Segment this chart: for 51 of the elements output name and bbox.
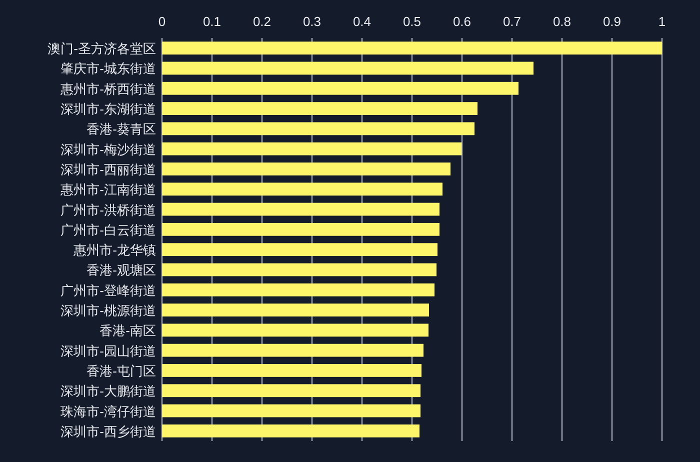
y-tick-label: 香港-葵青区 bbox=[86, 122, 156, 137]
bar bbox=[162, 42, 662, 55]
bar bbox=[162, 344, 424, 357]
y-tick-label: 香港-南区 bbox=[100, 323, 156, 338]
x-tick-label: 0.9 bbox=[602, 14, 622, 29]
y-tick-label: 香港-观塘区 bbox=[86, 262, 156, 278]
bar bbox=[162, 62, 534, 75]
y-tick-label: 深圳市-西乡街道 bbox=[60, 424, 156, 439]
y-tick-label: 澳门-圣方济各堂区 bbox=[48, 41, 156, 56]
x-tick-label: 0.5 bbox=[402, 14, 422, 29]
bar bbox=[162, 182, 442, 196]
y-tick-label: 珠海市-湾仔街道 bbox=[60, 404, 156, 419]
x-tick-label: 0.1 bbox=[202, 14, 222, 29]
bar bbox=[162, 82, 518, 95]
bar bbox=[162, 142, 462, 156]
y-tick-label: 广州市-登峰街道 bbox=[60, 282, 156, 298]
bar bbox=[162, 222, 440, 236]
bar bbox=[162, 162, 450, 176]
y-tick-label: 广州市-洪桥街道 bbox=[60, 202, 156, 218]
y-tick-label: 惠州市-龙华镇 bbox=[72, 242, 156, 258]
y-tick-label: 深圳市-大鹏街道 bbox=[60, 384, 156, 399]
y-tick-label: 惠州市-桥西街道 bbox=[60, 81, 156, 96]
bar bbox=[162, 283, 434, 296]
x-tick-label: 0.7 bbox=[502, 14, 522, 29]
y-tick-label: 香港-屯门区 bbox=[86, 363, 156, 378]
bar bbox=[162, 364, 422, 377]
y-tick-label: 深圳市-梅沙街道 bbox=[60, 142, 156, 157]
bar bbox=[162, 122, 474, 136]
bar bbox=[162, 384, 420, 398]
x-tick-label: 0 bbox=[158, 14, 166, 29]
y-tick-label: 深圳市-西丽街道 bbox=[60, 162, 156, 177]
y-tick-label: 广州市-白云街道 bbox=[60, 222, 156, 238]
bar bbox=[162, 202, 440, 216]
y-tick-label: 深圳市-东湖街道 bbox=[60, 102, 156, 117]
y-tick-label: 惠州市-江南街道 bbox=[60, 182, 156, 198]
bar bbox=[162, 243, 438, 256]
y-tick-label: 肇庆市-城东街道 bbox=[60, 61, 156, 76]
x-tick-label: 0.2 bbox=[252, 14, 272, 29]
x-tick-label: 1 bbox=[658, 14, 666, 29]
bar bbox=[162, 102, 478, 115]
bar bbox=[162, 304, 429, 316]
bar bbox=[162, 404, 420, 418]
x-tick-label: 0.6 bbox=[452, 14, 472, 29]
x-tick-label: 0.8 bbox=[552, 14, 572, 29]
x-tick-label: 0.3 bbox=[302, 14, 322, 29]
bar bbox=[162, 424, 420, 438]
y-tick-label: 深圳市-园山街道 bbox=[60, 343, 156, 358]
x-tick-label: 0.4 bbox=[352, 14, 372, 29]
bar bbox=[162, 263, 436, 276]
y-tick-label: 深圳市-桃源街道 bbox=[60, 303, 156, 318]
bar bbox=[162, 324, 428, 337]
